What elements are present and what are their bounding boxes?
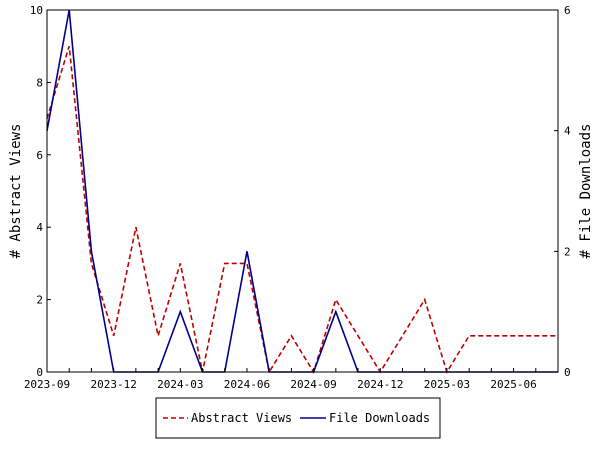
legend-box (155, 397, 441, 439)
y-right-tick-label: 4 (564, 125, 571, 138)
y-left-tick-label: 10 (30, 4, 43, 17)
series-line-file-downloads (46, 9, 558, 373)
y-left-tick-label: 8 (36, 76, 43, 89)
y-right-tick-label: 2 (564, 245, 571, 258)
plot-area (46, 9, 558, 375)
x-tick-label: 2024-03 (157, 378, 203, 391)
legend: Abstract Views File Downloads (155, 397, 441, 439)
legend-label-abstract-views: Abstract Views (191, 411, 292, 425)
x-tick-label: 2024-09 (290, 378, 336, 391)
x-tick-label: 2024-12 (357, 378, 403, 391)
series-line-abstract-views (46, 45, 558, 375)
x-tick-label: 2023-12 (90, 378, 136, 391)
legend-label-file-downloads: File Downloads (329, 411, 430, 425)
y-left-axis-title: # Abstract Views (8, 124, 24, 259)
y-left-tick-label: 6 (36, 149, 43, 162)
plot-frame (46, 9, 559, 373)
y-right-tick-label: 0 (564, 366, 571, 379)
y-left-tick-label: 4 (36, 221, 43, 234)
x-tick-label: 2025-03 (424, 378, 470, 391)
y-right-tick-label: 6 (564, 4, 571, 17)
x-tick-label: 2023-09 (24, 378, 70, 391)
y-right-axis-title: # File Downloads (578, 124, 594, 259)
axes: 0 2 4 6 8 10 0 2 4 6 2023-09 2023-12 2024-03 2024-06 2… (8, 4, 594, 391)
x-tick-label: 2025-06 (490, 378, 536, 391)
x-tick-label: 2024-06 (224, 378, 270, 391)
y-left-tick-label: 2 (36, 294, 43, 307)
y-left-tick-label: 0 (36, 366, 43, 379)
